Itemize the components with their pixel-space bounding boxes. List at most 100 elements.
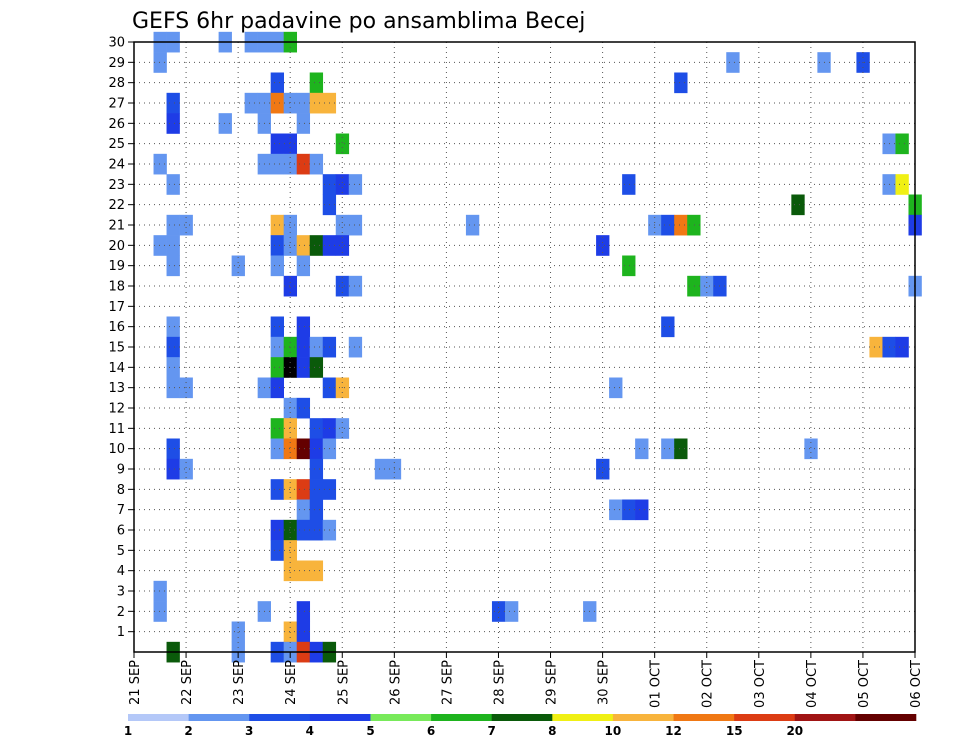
y-tick-label: 1 [117, 625, 125, 640]
colorbar-segment [552, 714, 614, 721]
heatmap-cell [348, 214, 363, 236]
heatmap-cell [869, 336, 883, 358]
heatmap-cell [166, 113, 180, 134]
heatmap-cell [270, 519, 284, 541]
heatmap-cell [609, 499, 623, 521]
heatmap-cell [296, 235, 311, 256]
y-tick-label: 5 [117, 544, 125, 559]
heatmap-cell [166, 336, 180, 358]
heatmap-cell [270, 92, 284, 114]
y-tick-label: 22 [108, 198, 125, 213]
heatmap-cell [296, 357, 311, 378]
heatmap-cell [348, 174, 363, 195]
heatmap-cell [596, 235, 610, 256]
heatmap-cell [270, 153, 284, 175]
colorbar-label: 20 [786, 724, 803, 738]
heatmap-cell [166, 377, 180, 399]
heatmap-cell [309, 499, 324, 521]
y-tick-label: 9 [117, 463, 125, 478]
y-tick-label: 11 [108, 422, 125, 437]
colorbar-segment [855, 714, 917, 721]
heatmap-cell [674, 214, 688, 236]
heatmap-cell [296, 601, 311, 622]
heatmap-cell [309, 72, 324, 94]
heatmap-cell [283, 438, 298, 460]
y-tick-label: 24 [108, 158, 125, 173]
y-tick-label: 15 [108, 341, 125, 356]
x-tick-label: 05 OCT [857, 660, 872, 708]
heatmap-cell [309, 418, 324, 439]
heatmap-cell [335, 174, 350, 195]
heatmap-cell [166, 214, 180, 236]
heatmap-cell [270, 540, 284, 561]
heatmap-cell [309, 357, 324, 378]
x-tick-label: 21 SEP [128, 660, 143, 705]
heatmap-cell [609, 377, 623, 399]
y-tick-label: 29 [108, 56, 125, 71]
heatmap-cell [244, 92, 258, 114]
heatmap-cell [153, 52, 167, 73]
heatmap-cell [270, 316, 284, 338]
heatmap-cell [270, 255, 284, 277]
heatmap-cell [270, 336, 284, 358]
heatmap-cell [895, 174, 909, 195]
y-tick-label: 7 [117, 503, 125, 518]
heatmap-cell [283, 560, 298, 582]
y-tick-label: 17 [108, 300, 125, 315]
y-tick-label: 28 [108, 76, 125, 91]
y-tick-label: 21 [108, 219, 125, 234]
heatmap-cell [335, 418, 350, 439]
heatmap-cell [283, 519, 298, 541]
heatmap-cell [726, 52, 740, 73]
y-tick-label: 8 [117, 483, 125, 498]
heatmap-cell [166, 174, 180, 195]
heatmap-cell [348, 336, 363, 358]
x-tick-label: 25 SEP [336, 660, 351, 705]
heatmap-cell [179, 214, 193, 236]
heatmap-cell [166, 92, 180, 114]
heatmap-cell [309, 92, 324, 114]
colorbar-segment [249, 714, 311, 721]
y-tick-label: 12 [108, 402, 125, 417]
colorbar-segment [734, 714, 796, 721]
heatmap-cell [674, 438, 688, 460]
y-tick-label: 18 [108, 280, 125, 295]
y-tick-label: 19 [108, 259, 125, 274]
colorbar-label: 2 [184, 724, 192, 738]
y-tick-label: 20 [108, 239, 125, 254]
heatmap-cell [622, 499, 636, 521]
y-tick-label: 23 [108, 178, 125, 193]
chart-title: GEFS 6hr padavine po ansamblima Becej [132, 9, 585, 34]
colorbar-segment [673, 714, 735, 721]
heatmap-cell [283, 621, 298, 643]
heatmap-cell [283, 133, 298, 155]
heatmap-cell [270, 438, 284, 460]
colorbar-segment [491, 714, 553, 721]
heatmap-cell [283, 153, 298, 175]
x-tick-label: 22 SEP [180, 660, 195, 705]
heatmap-cell [596, 458, 610, 480]
heatmap-cell [491, 601, 506, 622]
heatmap-cell [270, 418, 284, 439]
heatmap-cell [674, 72, 688, 94]
colorbar-label: 6 [427, 724, 435, 738]
y-tick-label: 10 [108, 442, 125, 457]
colorbar-segment [188, 714, 250, 721]
colorbar-segment [370, 714, 432, 721]
grid [134, 42, 915, 652]
colorbar-label: 12 [665, 724, 682, 738]
x-tick-label: 01 OCT [649, 660, 664, 708]
heatmap-cell [270, 235, 284, 256]
heatmap-cell [635, 438, 649, 460]
heatmap-cell [687, 275, 701, 297]
x-tick-label: 02 OCT [701, 660, 716, 708]
heatmap-cell [296, 92, 311, 114]
colorbar-label: 8 [548, 724, 556, 738]
x-tick-label: 04 OCT [805, 660, 820, 708]
heatmap-cell [804, 438, 818, 460]
heatmap-cell [283, 540, 298, 561]
heatmap-cell [309, 235, 324, 256]
heatmap-cell [465, 214, 480, 236]
heatmap-cell [309, 560, 324, 582]
